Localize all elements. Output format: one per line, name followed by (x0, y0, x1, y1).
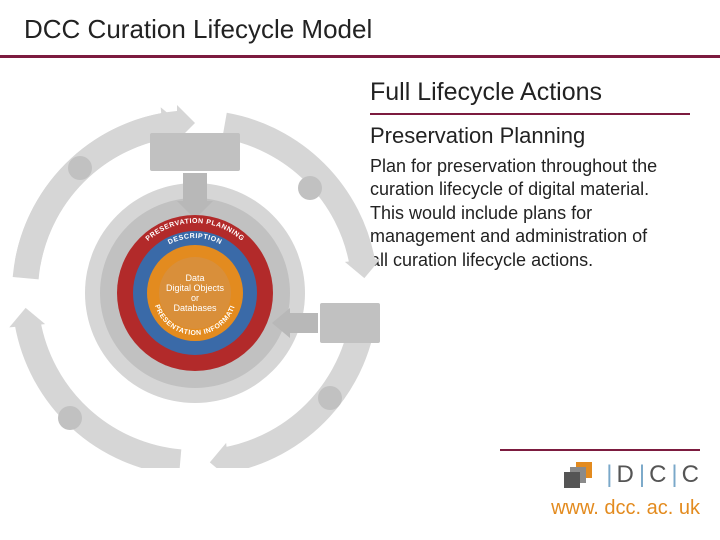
body-text: Plan for preservation throughout the cur… (370, 155, 670, 272)
dcc-logo: | D | C | C (500, 461, 700, 489)
svg-text:Databases: Databases (173, 303, 217, 313)
subheading: Preservation Planning (370, 123, 690, 149)
logo-separator: | (604, 461, 614, 489)
lifecycle-diagram: PRESERVATION PLANNINGDESCRIPTIONREPRESEN… (0, 78, 370, 468)
logo-letter: C (649, 461, 667, 489)
logo-separator: | (637, 461, 647, 489)
logo-letter: C (682, 461, 700, 489)
section-heading: Full Lifecycle Actions (370, 78, 690, 107)
logo-squares-icon (564, 462, 594, 488)
footer-rule (500, 449, 700, 451)
title-rule (0, 55, 720, 58)
logo-separator: | (669, 461, 679, 489)
svg-text:Digital Objects: Digital Objects (166, 283, 225, 293)
footer-url: www. dcc. ac. uk (500, 497, 700, 520)
svg-text:or: or (191, 293, 199, 303)
page-title: DCC Curation Lifecycle Model (24, 14, 720, 45)
logo-letter: D (617, 461, 635, 489)
svg-text:Data: Data (185, 273, 204, 283)
footer: | D | C | C www. dcc. ac. uk (500, 449, 700, 520)
heading-rule (370, 113, 690, 115)
